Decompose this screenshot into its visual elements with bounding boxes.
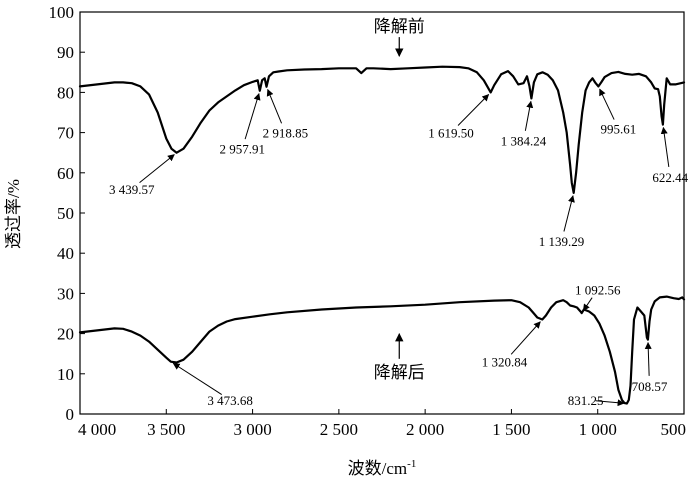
peak-label: 708.57 — [632, 379, 668, 394]
peak-arrow — [595, 399, 625, 407]
y-tick-label: 20 — [57, 325, 74, 344]
x-tick-label: 4 000 — [78, 420, 116, 439]
x-axis-title-text: 波数/cm — [348, 459, 408, 478]
x-tick-label: 2 000 — [406, 420, 444, 439]
y-tick-label: 50 — [57, 204, 74, 223]
x-tick-label: 2 500 — [320, 420, 358, 439]
peak-arrow — [660, 126, 670, 167]
y-tick-label: 80 — [57, 83, 74, 102]
y-tick-label: 100 — [49, 3, 75, 22]
peak-arrow — [457, 94, 490, 126]
peak-label: 1 384.24 — [501, 134, 547, 149]
plot-frame — [79, 11, 685, 415]
x-axis-title-superscript: -1 — [407, 458, 416, 470]
y-tick-label: 40 — [57, 244, 74, 263]
peak-label: 2 918.85 — [263, 126, 309, 141]
peak-label: 1 619.50 — [428, 126, 474, 141]
peak-arrow — [599, 88, 615, 120]
peak-label: 995.61 — [601, 122, 637, 137]
y-tick-label: 10 — [57, 365, 74, 384]
x-tick-label: 3 500 — [147, 420, 185, 439]
x-axis-title: 波数/cm-1 — [348, 458, 417, 478]
peak-label: 622.44 — [652, 170, 688, 185]
peak-label: 1 320.84 — [482, 355, 528, 370]
y-tick-label: 60 — [57, 164, 74, 183]
peak-label: 1 092.56 — [575, 282, 621, 297]
peak-label: 1 139.29 — [539, 234, 585, 249]
peak-arrow — [244, 92, 261, 140]
y-axis-title: 透过率/% — [4, 179, 23, 249]
y-tick-label: 0 — [66, 405, 75, 424]
y-tick-label: 90 — [57, 43, 74, 62]
peak-arrow — [266, 88, 283, 124]
y-tick-label: 30 — [57, 284, 74, 303]
series-line-1 — [78, 65, 686, 194]
peak-arrow — [563, 195, 575, 232]
peak-arrow — [524, 100, 534, 131]
x-tick-label: 3 000 — [233, 420, 271, 439]
series-line-2 — [78, 295, 686, 405]
x-tick-label: 500 — [661, 420, 687, 439]
x-tick-label: 1 500 — [492, 420, 530, 439]
y-tick-label: 70 — [57, 124, 74, 143]
peak-label: 2 957.91 — [219, 142, 265, 157]
peak-arrow — [172, 362, 222, 395]
series-label-2: 降解后 — [374, 363, 425, 383]
peak-arrow — [510, 321, 541, 355]
peak-label: 3 439.57 — [109, 182, 155, 197]
peak-arrow — [139, 154, 175, 183]
peak-label: 3 473.68 — [207, 393, 253, 408]
peak-label: 831.25 — [568, 393, 604, 408]
series-label-1: 降解前 — [374, 17, 425, 37]
x-tick-label: 1 000 — [579, 420, 617, 439]
peak-arrow — [582, 297, 593, 312]
peak-arrow — [644, 341, 652, 376]
